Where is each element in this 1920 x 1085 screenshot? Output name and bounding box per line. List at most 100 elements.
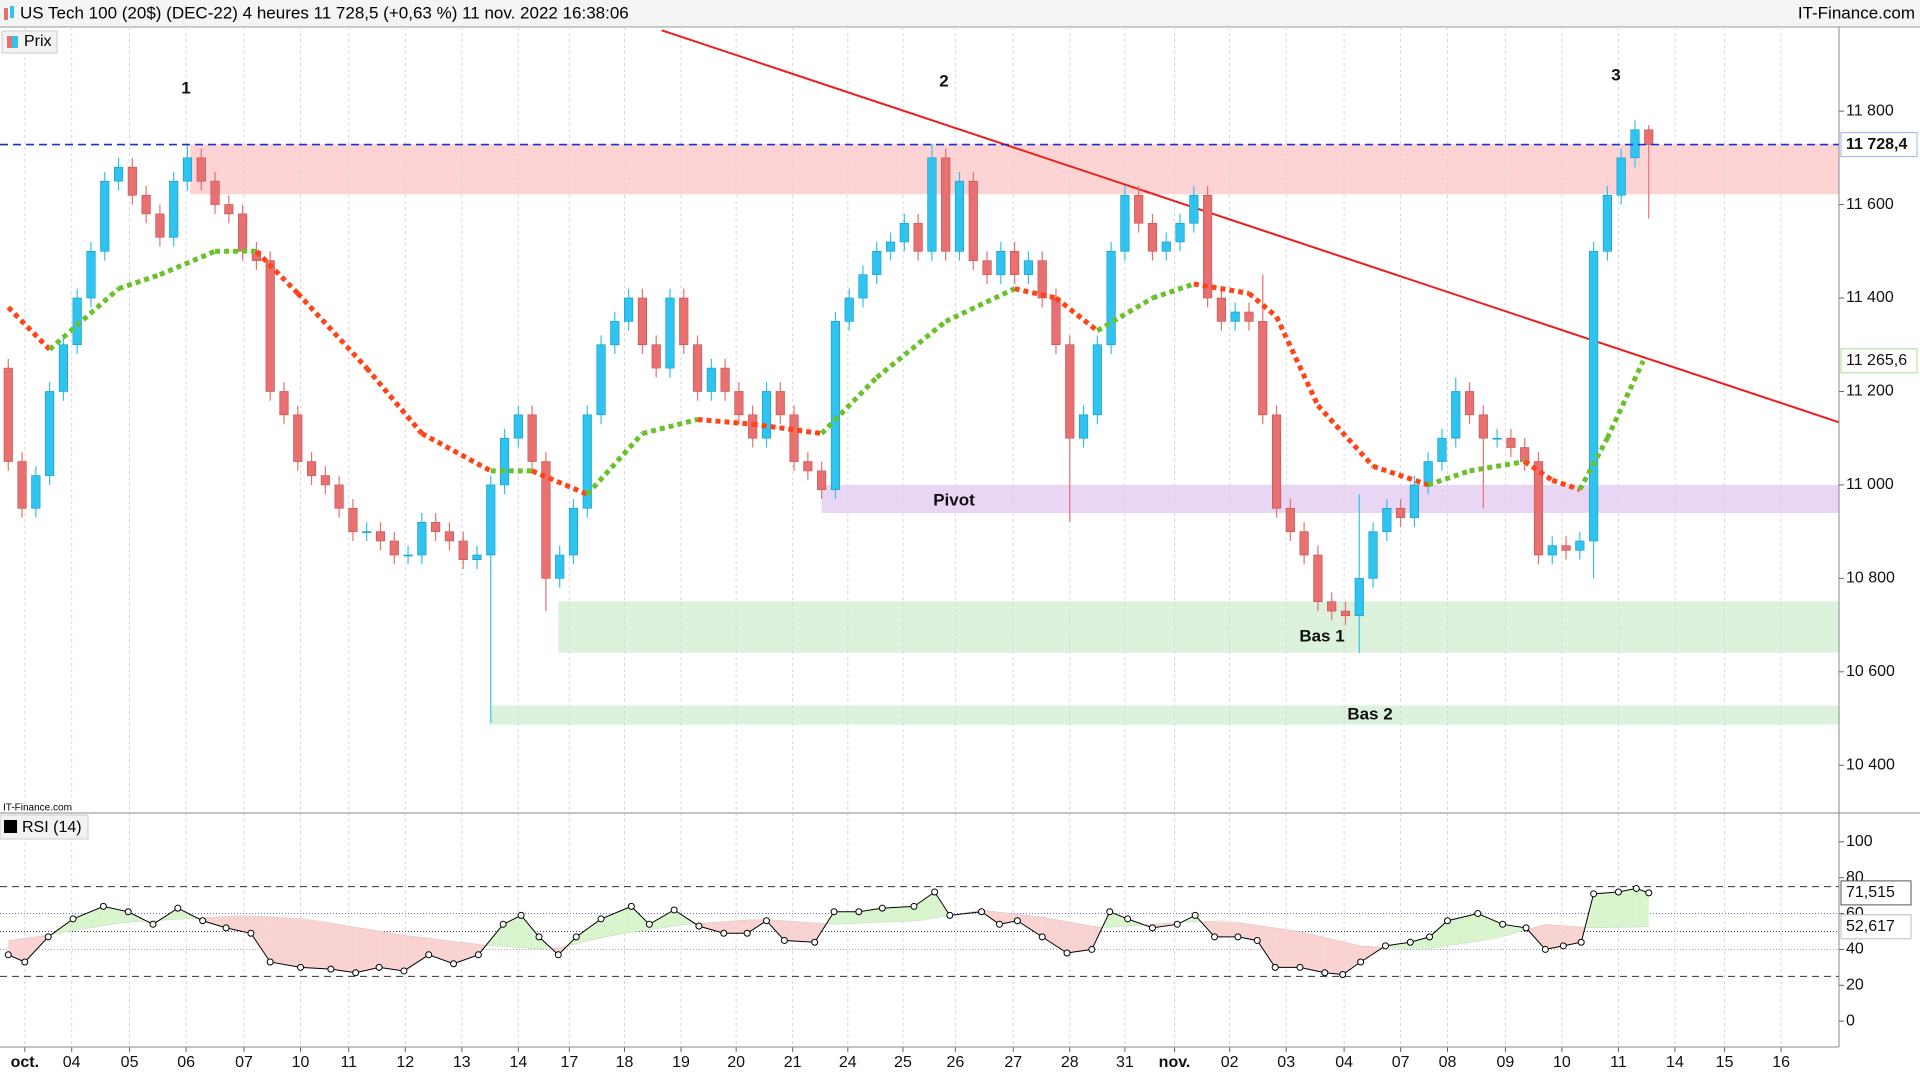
rsi-point [555, 952, 561, 958]
candle-body [776, 391, 785, 414]
candle-body [183, 158, 192, 181]
rsi-point [1560, 943, 1566, 949]
candle-body [624, 298, 633, 321]
x-tick-label: 11 [340, 1054, 357, 1071]
annotation: Bas 2 [1347, 704, 1392, 723]
moving-average [698, 420, 753, 425]
x-tick-label: 03 [1277, 1054, 1295, 1071]
rsi-point [696, 923, 702, 929]
x-tick-label: 17 [560, 1054, 578, 1071]
candle-body [1121, 195, 1130, 251]
candle-body [679, 298, 688, 345]
rsi-point [1089, 946, 1095, 952]
x-tick-label: 13 [453, 1054, 471, 1071]
candle-body [349, 508, 358, 531]
candle-body [569, 508, 578, 555]
rsi-point [248, 930, 254, 936]
moving-average [1373, 466, 1428, 485]
candle-body [817, 471, 826, 490]
rsi-fill [1325, 937, 1343, 974]
rsi-fill [724, 920, 747, 933]
candle-body [997, 251, 1006, 274]
candle-body [473, 555, 482, 560]
rsi-point [1192, 912, 1198, 918]
candle-body [859, 275, 868, 298]
rsi-point [328, 966, 334, 972]
rsi-point [979, 909, 985, 915]
candle-body [445, 532, 454, 541]
rsi-fill [834, 912, 859, 925]
y-tick-label: 10 600 [1846, 663, 1895, 680]
rsi-point [500, 921, 506, 927]
signal-label: 52,617 [1846, 918, 1895, 935]
candle-body [1258, 321, 1267, 414]
candle-body [804, 462, 813, 471]
zone [190, 144, 1839, 194]
moving-average [642, 420, 697, 434]
candle-body [32, 476, 41, 509]
rsi-point [879, 905, 885, 911]
x-tick-label: 21 [784, 1054, 802, 1071]
candle-body [1093, 345, 1102, 415]
candle-body [666, 298, 675, 368]
rsi-point [947, 912, 953, 918]
rsi-point [744, 930, 750, 936]
candle-body [1410, 485, 1419, 518]
rsi-fill [1594, 892, 1619, 928]
rsi-point [1382, 943, 1388, 949]
x-tick-label: 07 [235, 1054, 253, 1071]
candle-body [1052, 298, 1061, 345]
candle-body [735, 391, 744, 414]
candle-body [500, 438, 509, 485]
candle-body [45, 391, 54, 475]
legend-icon [4, 820, 17, 833]
rsi-fill [356, 927, 379, 973]
legend-label: Prix [24, 33, 52, 50]
candle-body [266, 261, 275, 392]
moving-average [1015, 289, 1056, 298]
rsi-point [598, 916, 604, 922]
x-tick-label: oct. [11, 1054, 39, 1071]
candle-body [197, 158, 206, 181]
rsi-point [911, 903, 917, 909]
candle-body [1603, 195, 1612, 251]
candle-body [59, 345, 68, 392]
candle-body [1107, 251, 1116, 344]
rsi-point [1615, 889, 1621, 895]
x-tick-label: 08 [1439, 1054, 1457, 1071]
candle-body [762, 391, 771, 438]
candle-body [1217, 298, 1226, 321]
candle-body [1438, 438, 1447, 461]
candle-body [225, 205, 234, 214]
candle-body [831, 321, 840, 489]
x-tick-label: 16 [1772, 1054, 1790, 1071]
rsi-fill [1042, 917, 1067, 953]
x-tick-label: 18 [616, 1054, 634, 1071]
candle-body [156, 214, 165, 237]
candle-body [1203, 195, 1212, 298]
annotation: Pivot [933, 490, 975, 509]
moving-average [1318, 405, 1373, 466]
rsi-point [45, 934, 51, 940]
candle-body [555, 555, 564, 578]
rsi-fill [882, 906, 914, 922]
y-tick-label: 20 [1846, 977, 1864, 994]
rsi-point [1125, 916, 1131, 922]
title-icon [10, 6, 14, 18]
candle-body [1190, 195, 1199, 223]
candle-body [914, 223, 923, 251]
rsi-point [1272, 964, 1278, 970]
title-icon [4, 8, 8, 20]
zone [558, 601, 1839, 652]
rsi-point [223, 925, 229, 931]
rsi-fill [73, 906, 103, 931]
y-tick-label: 11 200 [1846, 383, 1894, 400]
rsi-point [628, 903, 634, 909]
candle-body [1134, 195, 1143, 223]
moving-average [1056, 298, 1097, 331]
moving-average [1277, 317, 1318, 406]
rsi-point [175, 905, 181, 911]
candle-body [1383, 508, 1392, 531]
rsi-point [376, 964, 382, 970]
